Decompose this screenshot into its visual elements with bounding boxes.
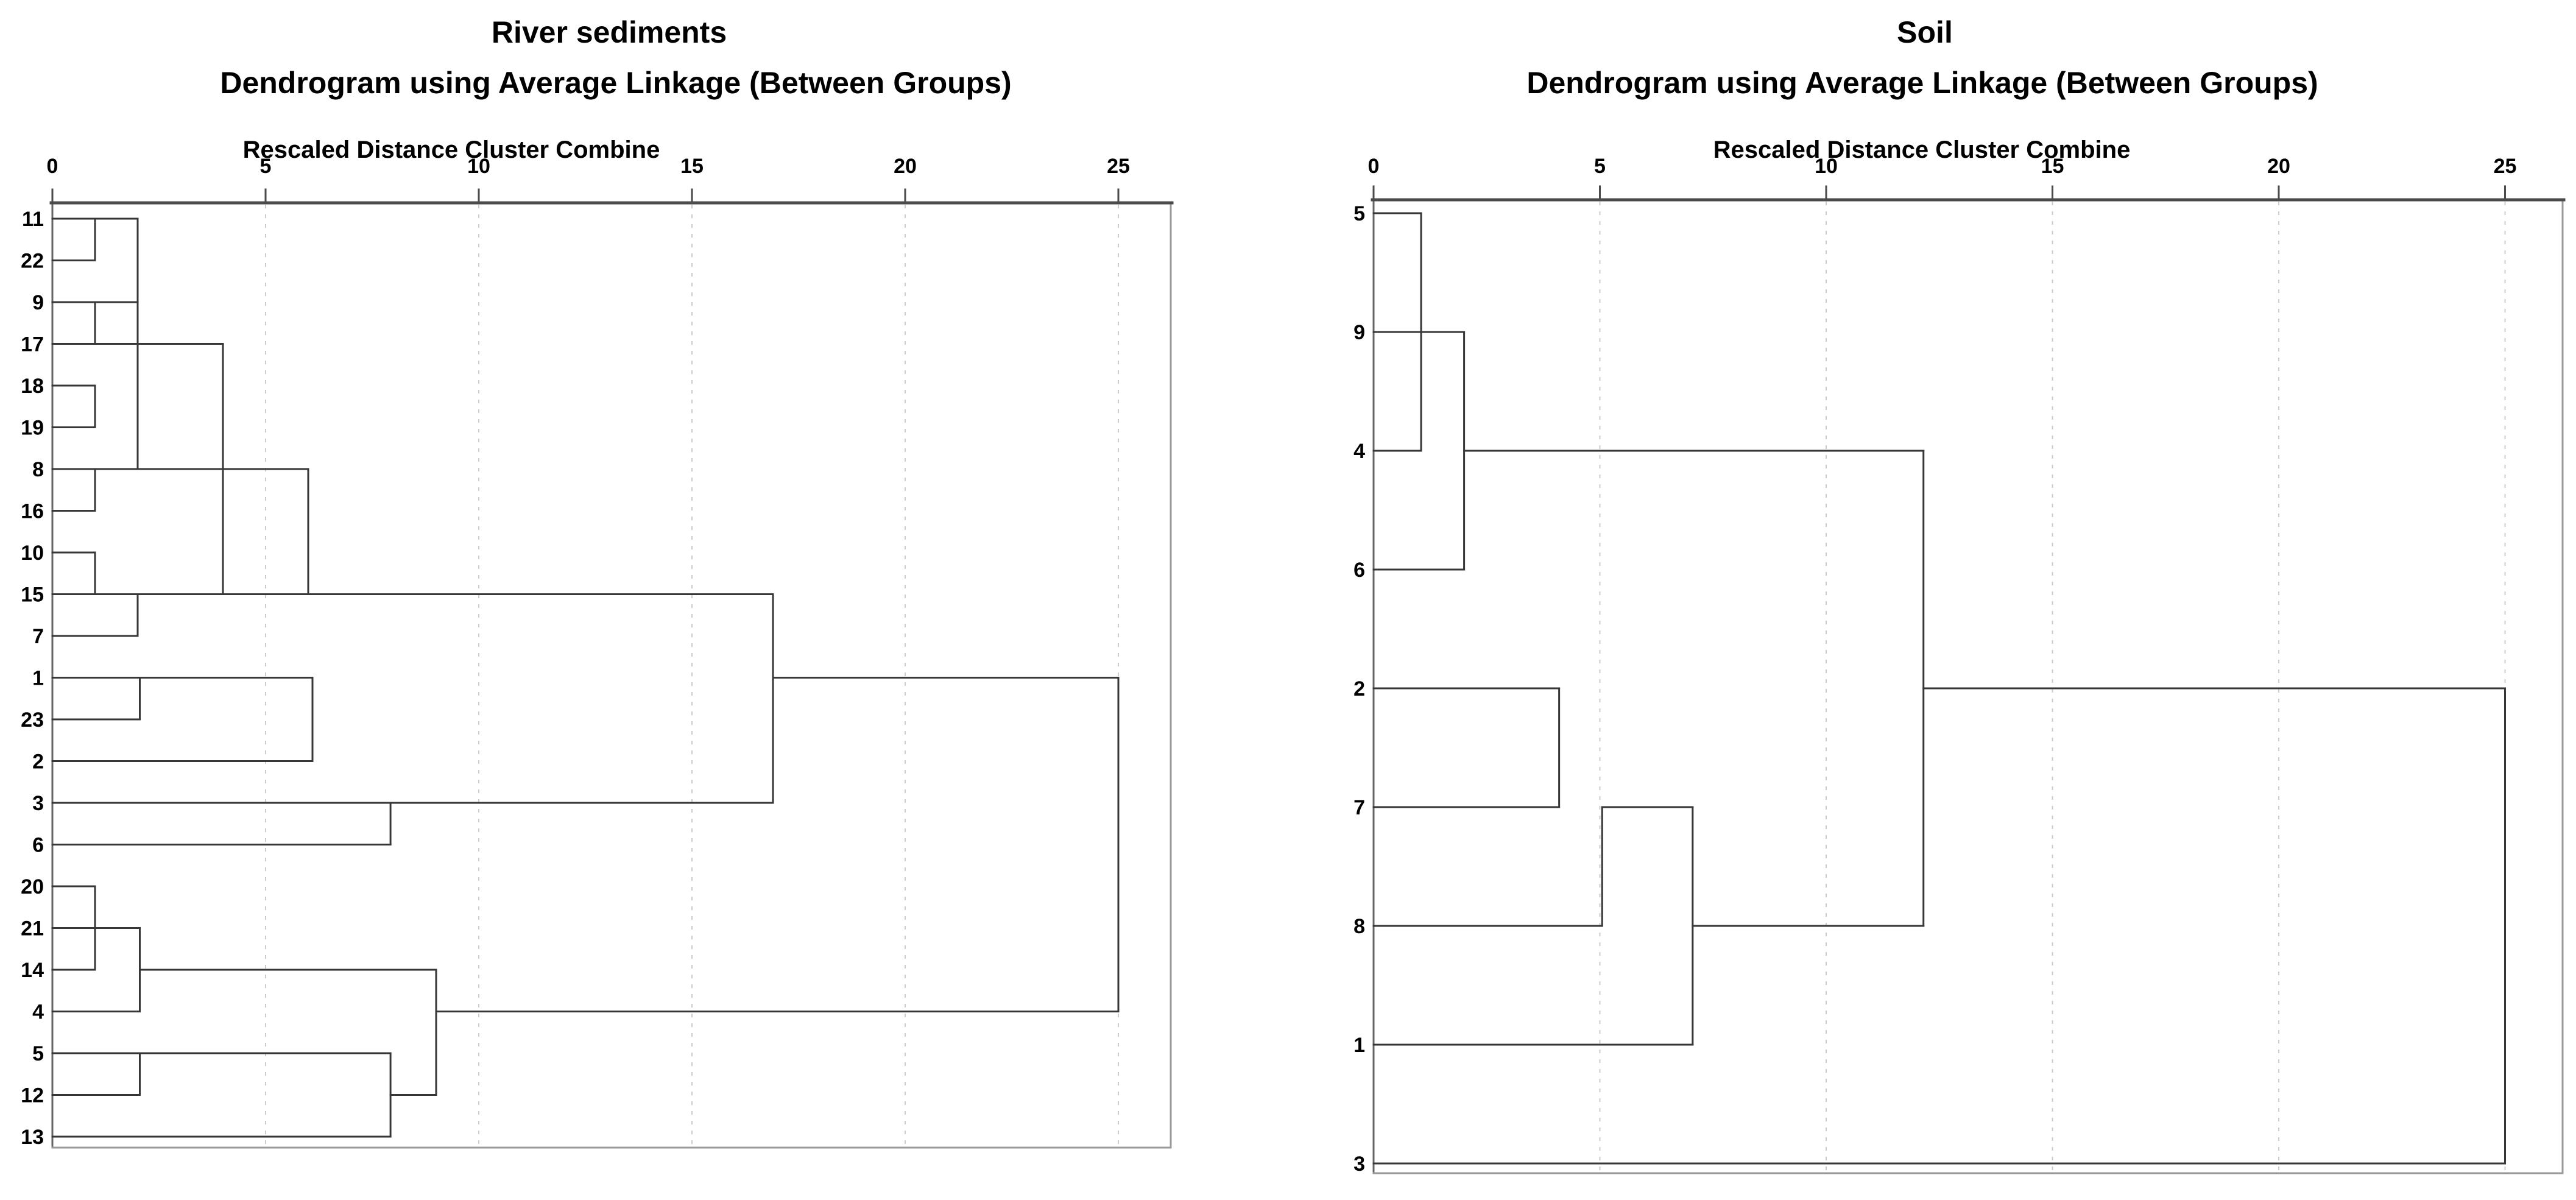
leaf-label: 21 bbox=[21, 917, 44, 940]
dendrogram-river-sediments: 0 5 10 15 20 25112291718198161015712323620211… bbox=[21, 155, 1174, 1149]
leaf-label: 18 bbox=[21, 375, 44, 398]
soil-title: Soil bbox=[1897, 15, 1953, 49]
leaf-label: 15 bbox=[21, 583, 44, 606]
tick-label: 20 bbox=[894, 155, 917, 178]
leaf-label: 17 bbox=[21, 333, 44, 356]
leaf-label: 22 bbox=[21, 249, 44, 272]
leaf-label: 7 bbox=[1353, 796, 1365, 819]
leaf-label: 8 bbox=[1353, 915, 1365, 938]
leaf-label: 11 bbox=[22, 208, 44, 231]
leaf-label: 1 bbox=[32, 666, 44, 690]
tick-label: 0 bbox=[1368, 155, 1380, 178]
leaf-label: 9 bbox=[1353, 321, 1365, 344]
soil-axis-label: Rescaled Distance Cluster Combine bbox=[1713, 136, 2131, 163]
tick-label: 10 bbox=[1815, 155, 1838, 178]
tick-label: 5 bbox=[260, 155, 272, 178]
leaf-label: 9 bbox=[32, 291, 44, 314]
leaf-label: 2 bbox=[1353, 677, 1365, 701]
leaf-label: 16 bbox=[21, 499, 44, 523]
leaf-label: 3 bbox=[1353, 1152, 1365, 1176]
tick-label: 25 bbox=[1107, 155, 1130, 178]
river-subtitle: Dendrogram using Average Linkage (Betwee… bbox=[220, 66, 1012, 100]
leaf-label: 4 bbox=[1353, 440, 1365, 463]
tick-label: 15 bbox=[680, 155, 704, 178]
leaf-label: 13 bbox=[21, 1126, 44, 1149]
leaf-label: 4 bbox=[32, 1000, 44, 1023]
tick-label: 5 bbox=[1594, 155, 1606, 178]
leaf-label: 10 bbox=[21, 542, 44, 565]
leaf-label: 7 bbox=[32, 625, 44, 648]
leaf-label: 5 bbox=[1353, 202, 1365, 225]
leaf-label: 1 bbox=[1353, 1034, 1365, 1057]
leaf-label: 14 bbox=[21, 959, 44, 982]
leaf-label: 12 bbox=[21, 1084, 44, 1107]
leaf-label: 20 bbox=[21, 875, 44, 898]
leaf-label: 8 bbox=[32, 458, 44, 481]
leaf-label: 6 bbox=[1353, 559, 1365, 582]
dendrogram-soil: 0 5 10 15 20 25 5 9 4 6 2 7 8 1 3 bbox=[1353, 155, 2566, 1176]
soil-subtitle: Dendrogram using Average Linkage (Betwee… bbox=[1526, 66, 2318, 100]
leaf-label: 5 bbox=[32, 1042, 44, 1065]
tick-label: 15 bbox=[2041, 155, 2064, 178]
river-title: River sediments bbox=[491, 15, 727, 49]
leaf-label: 19 bbox=[21, 416, 44, 439]
tick-label: 0 bbox=[47, 155, 58, 178]
tick-label: 10 bbox=[467, 155, 490, 178]
leaf-label: 23 bbox=[21, 708, 44, 732]
leaf-label: 3 bbox=[32, 792, 44, 815]
river-axis-label: Rescaled Distance Cluster Combine bbox=[242, 136, 660, 163]
leaf-label: 6 bbox=[32, 833, 44, 856]
tick-label: 25 bbox=[2494, 155, 2517, 178]
tick-label: 20 bbox=[2267, 155, 2290, 178]
leaf-label: 2 bbox=[32, 750, 44, 773]
